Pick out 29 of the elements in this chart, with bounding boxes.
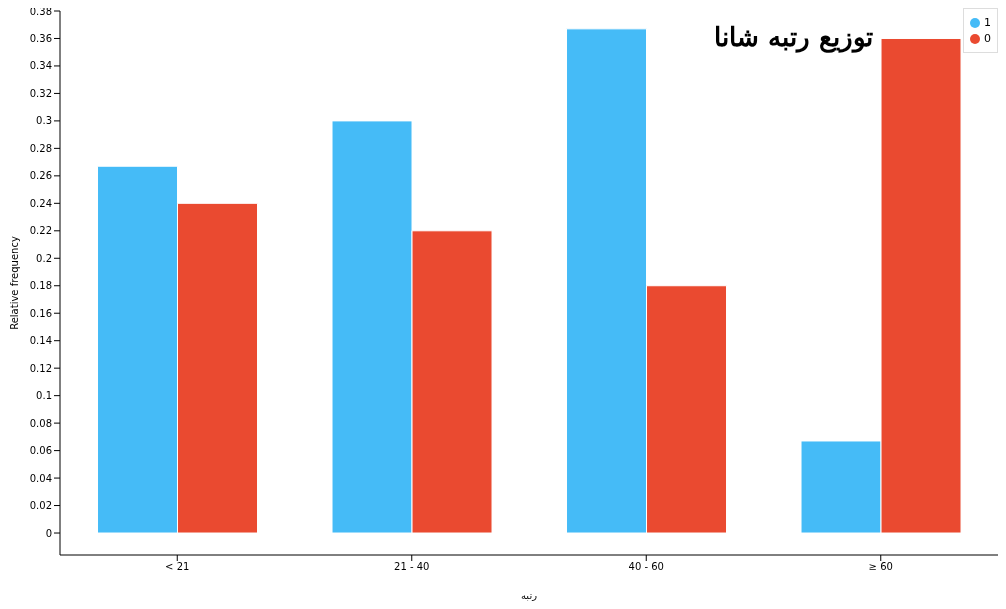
x-tick-label: ≥ 60 <box>868 561 893 573</box>
x-tick-label: < 21 <box>165 561 190 573</box>
y-tick-label: 0.06 <box>29 445 52 457</box>
y-tick-label: 0.12 <box>29 362 52 374</box>
y-tick-label: 0.18 <box>29 280 52 292</box>
y-tick-label: 0 <box>45 527 52 539</box>
y-tick-label: 0.38 <box>29 5 52 17</box>
y-tick-label: 0.22 <box>29 225 52 237</box>
y-tick-label: 0.26 <box>29 170 52 182</box>
y-tick-label: 0.04 <box>29 472 52 484</box>
y-tick-label: 0.02 <box>29 500 52 512</box>
y-axis-title: Relative frequency <box>8 236 20 330</box>
y-tick-label: 0.08 <box>29 417 52 429</box>
y-tick-label: 0.32 <box>29 87 52 99</box>
text: توزیع رتبه شانا <box>713 22 873 52</box>
y-tick-label: 0.28 <box>29 142 52 154</box>
legend-label: 1 <box>984 16 991 29</box>
y-tick-label: 0.16 <box>29 307 52 319</box>
y-tick-label: 0.3 <box>36 115 52 127</box>
x-tick-label: 21 - 40 <box>394 561 430 573</box>
y-tick-label: 0.36 <box>29 33 52 45</box>
legend-label: 0 <box>984 32 991 45</box>
x-tick-label: 40 - 60 <box>628 561 664 573</box>
y-tick-label: 0.14 <box>29 335 52 347</box>
y-tick-label: 0.24 <box>29 197 52 209</box>
y-tick-label: 0.2 <box>36 252 52 264</box>
y-tick-label: 0.34 <box>29 60 52 72</box>
x-axis-title: رتبه <box>521 590 538 601</box>
y-tick-label: 0.1 <box>36 390 52 402</box>
